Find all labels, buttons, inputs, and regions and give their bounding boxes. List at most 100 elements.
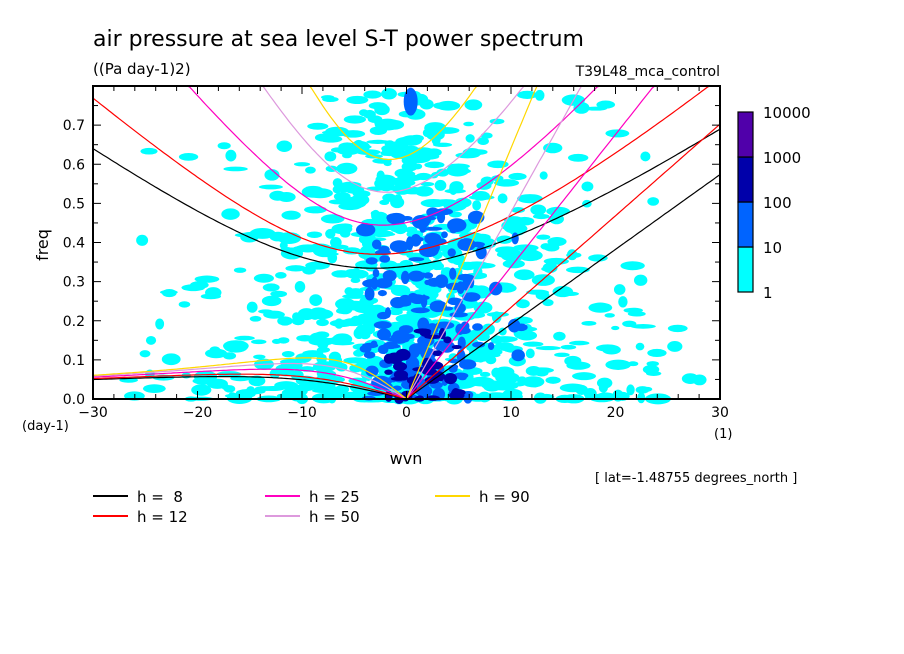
contour-patch-10-100	[408, 257, 425, 262]
contour-patch-10-100	[365, 365, 379, 377]
contour-patch-10-100	[429, 300, 447, 313]
contour-patch-1-10	[209, 346, 221, 354]
contour-patch-10-100	[410, 307, 430, 314]
rossby-curve-h50	[92, 362, 407, 400]
contour-patch-1-10	[251, 339, 267, 345]
contour-patch-10-100	[381, 382, 393, 391]
contour-patch-10-100	[364, 287, 375, 301]
contour-patch-1-10	[358, 233, 377, 245]
contour-patch-1-10	[277, 232, 302, 245]
ig-curve-h8	[92, 128, 721, 269]
x-tick-label: −30	[78, 405, 108, 421]
contour-patch-1-10	[329, 244, 349, 250]
contour-patch-1-10	[205, 287, 222, 299]
contour-patch-1-10	[375, 102, 388, 111]
dispersion-curves	[92, 85, 721, 400]
contour-patch-1-10	[470, 262, 496, 269]
contour-patch-10-100	[385, 344, 401, 349]
ig-curve-h25	[171, 85, 616, 226]
contour-patch-1-10	[363, 90, 382, 99]
colorbar-bin	[737, 201, 754, 248]
y-tick-labels: 0.0 0.1 0.2 0.3 0.4 0.5 0.6 0.7	[63, 118, 85, 408]
contour-patch-1-10	[382, 193, 397, 202]
contour-patch-1-10	[491, 175, 504, 182]
contour-patch-1-10	[490, 384, 516, 391]
contour-patch-10-100	[384, 307, 392, 319]
contour-patch-100-1000	[395, 348, 411, 361]
contour-patch-1-10	[497, 193, 508, 204]
contour-patch-1-10	[194, 275, 220, 283]
contour-patch-1-10	[306, 231, 323, 238]
contour-patch-1-10	[369, 232, 396, 237]
contour-patch-1-10	[525, 348, 535, 359]
kelvin-curve-h12	[406, 123, 721, 400]
contour-patch-1-10	[495, 372, 520, 384]
contour-patch-1-10	[344, 287, 354, 296]
contour-patch-1-10	[611, 325, 620, 331]
contour-patch-1-10	[305, 261, 330, 270]
contour-patch-1-10	[640, 151, 651, 162]
y-tick-label: 0.4	[63, 236, 85, 252]
contour-patch-1-10	[508, 172, 527, 181]
contour-patch-1-10	[190, 281, 209, 289]
contour-patch-1-10	[302, 350, 324, 358]
contour-patch-10-100	[469, 241, 486, 248]
contour-patch-1-10	[353, 139, 365, 149]
contour-patch-1-10	[145, 335, 157, 345]
contour-patch-1-10	[253, 354, 266, 360]
contour-patch-1-10	[498, 327, 507, 336]
contour-patch-10-100	[489, 281, 503, 296]
colorbar-bin	[737, 246, 754, 293]
contour-patch-1-10	[573, 102, 590, 114]
x-axis-label: wvn	[390, 449, 423, 468]
contour-patch-1-10	[620, 261, 645, 271]
colorbar-bin	[737, 111, 754, 158]
contour-patch-1-10	[279, 241, 288, 250]
y-tick-label: 0.1	[63, 353, 85, 369]
x-tick-label: −10	[287, 405, 317, 421]
contour-patch-10-100	[447, 248, 456, 257]
contour-patch-10-100	[409, 236, 424, 242]
contour-patch-1-10	[304, 206, 327, 214]
contour-patch-10-100	[372, 268, 380, 278]
contour-patch-1-10	[535, 345, 561, 351]
contour-patch-1-10	[447, 163, 470, 169]
contour-patch-10-100	[386, 212, 406, 225]
contour-patch-1-10	[320, 214, 345, 224]
y-tick-label: 0.7	[63, 118, 85, 134]
contour-patch-1-10	[319, 135, 343, 143]
contour-patch-10-100	[381, 377, 393, 385]
contour-patch-1-10	[633, 274, 648, 286]
contour-patch-100-1000	[451, 387, 461, 399]
contour-patch-1-10	[309, 309, 321, 320]
y-tick-label: 0.3	[63, 275, 85, 291]
contour-patch-1-10	[366, 139, 390, 144]
contour-patch-1-10	[178, 152, 199, 161]
contour-patch-1-10	[336, 147, 360, 156]
contour-patch-1-10	[233, 267, 247, 273]
contour-patch-1-10	[315, 248, 334, 255]
contour-patch-1-10	[553, 331, 566, 341]
contour-patch-1-10	[350, 185, 365, 195]
contour-patch-1-10	[581, 320, 597, 326]
contour-patch-1-10	[477, 137, 489, 146]
contour-patch-100-1000	[425, 370, 444, 376]
contour-patch-1-10	[516, 330, 538, 341]
contour-patch-1-10	[522, 376, 545, 388]
contour-patch-10-100	[398, 294, 412, 307]
contour-patch-1-10	[333, 191, 351, 202]
contour-patch-1-10	[332, 178, 343, 188]
contour-patch-1-10	[371, 211, 388, 222]
legend: h = 8 h = 12 h = 25 h = 50 h = 90	[93, 488, 530, 526]
contour-patch-1-10	[449, 181, 464, 193]
contour-patch-1-10	[136, 234, 149, 246]
contour-patch-10-100	[511, 232, 519, 245]
contour-patch-1-10	[468, 195, 495, 200]
contour-patch-1-10	[508, 224, 526, 236]
contour-patch-1-10	[421, 265, 434, 271]
contour-patch-1-10	[162, 288, 177, 298]
contour-patch-1-10	[588, 254, 608, 262]
contour-patch-1-10	[464, 99, 483, 111]
contour-patch-1-10	[536, 234, 551, 240]
contour-patch-1-10	[294, 280, 306, 293]
